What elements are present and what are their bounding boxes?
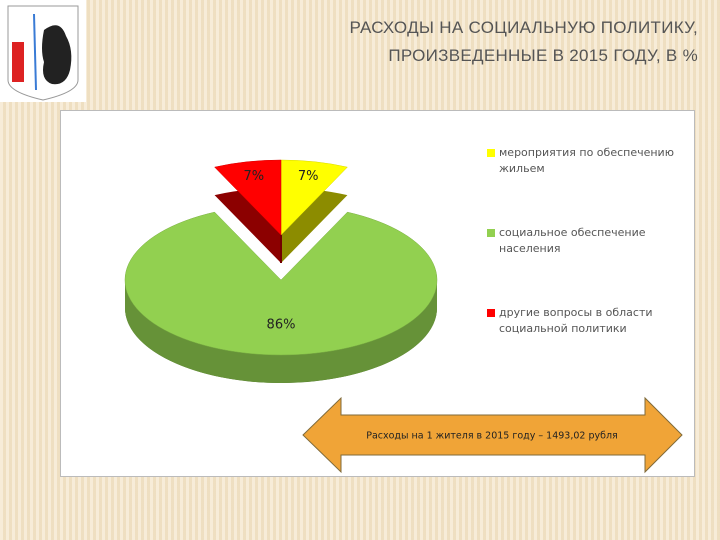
pie-slice: [124, 211, 438, 356]
annotation-arrow: [302, 396, 683, 474]
coat-of-arms: [7, 5, 79, 101]
legend-label: социальное обеспечение населения: [499, 226, 646, 255]
slice-cut: [280, 235, 282, 263]
data-label: 7%: [298, 169, 319, 184]
legend-label: мероприятия по обеспечению жильем: [499, 146, 674, 175]
data-label: 7%: [243, 169, 264, 184]
legend-swatch: [487, 149, 495, 157]
legend-swatch: [487, 309, 495, 317]
slice-side: [125, 280, 437, 383]
logo: [0, 0, 86, 102]
legend-label: другие вопросы в области социальной поли…: [499, 306, 653, 335]
pie-slice: [214, 159, 282, 236]
data-label: 86%: [267, 318, 296, 333]
annotation: Расходы на 1 жителя в 2015 году – 1493,0…: [366, 431, 618, 442]
legend-swatch: [487, 229, 495, 237]
chart-title: РАСХОДЫ НА СОЦИАЛЬНУЮ ПОЛИТИКУ, ПРОИЗВЕД…: [349, 18, 698, 65]
